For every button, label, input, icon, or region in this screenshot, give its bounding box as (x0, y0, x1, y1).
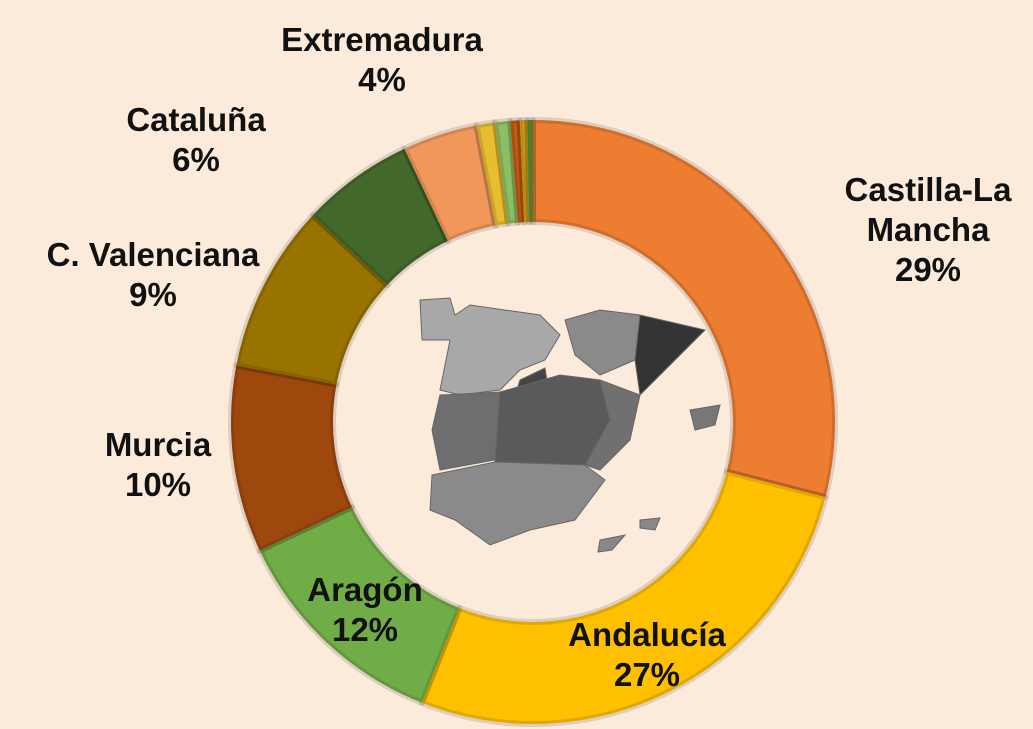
data-label: C. Valenciana 9% (13, 235, 293, 315)
slice (256, 504, 463, 706)
value-label: 10% (124, 466, 192, 503)
category-label: Aragón (307, 571, 423, 608)
data-label: Castilla-La Mancha 29% (818, 170, 1033, 290)
category-label: Murcia (104, 426, 212, 463)
data-label: Murcia 10% (48, 425, 268, 505)
slice (507, 117, 528, 226)
category-label: Andalucía (568, 616, 726, 653)
data-label: Extremadura 4% (242, 20, 522, 100)
category-label: Castilla-La Mancha (844, 171, 1012, 248)
value-label: 6% (172, 141, 220, 178)
slice (524, 117, 536, 226)
slice (418, 468, 829, 727)
data-label: Andalucía 27% (517, 615, 777, 695)
slice (473, 119, 511, 229)
value-label: 9% (129, 276, 177, 313)
slice (530, 117, 838, 501)
value-label: 29% (894, 251, 962, 288)
category-label: C. Valenciana (46, 236, 260, 273)
slice (233, 212, 391, 388)
data-label: Aragón 12% (255, 570, 475, 650)
spain-map (419, 297, 721, 553)
value-label: 27% (613, 656, 681, 693)
category-label: Cataluña (126, 101, 266, 138)
slice (228, 362, 356, 554)
category-label: Extremadura (281, 21, 483, 58)
value-label: 4% (358, 61, 406, 98)
value-label: 12% (331, 611, 399, 648)
slice (516, 117, 533, 226)
data-label: Cataluña 6% (86, 100, 306, 180)
slices (228, 117, 838, 727)
